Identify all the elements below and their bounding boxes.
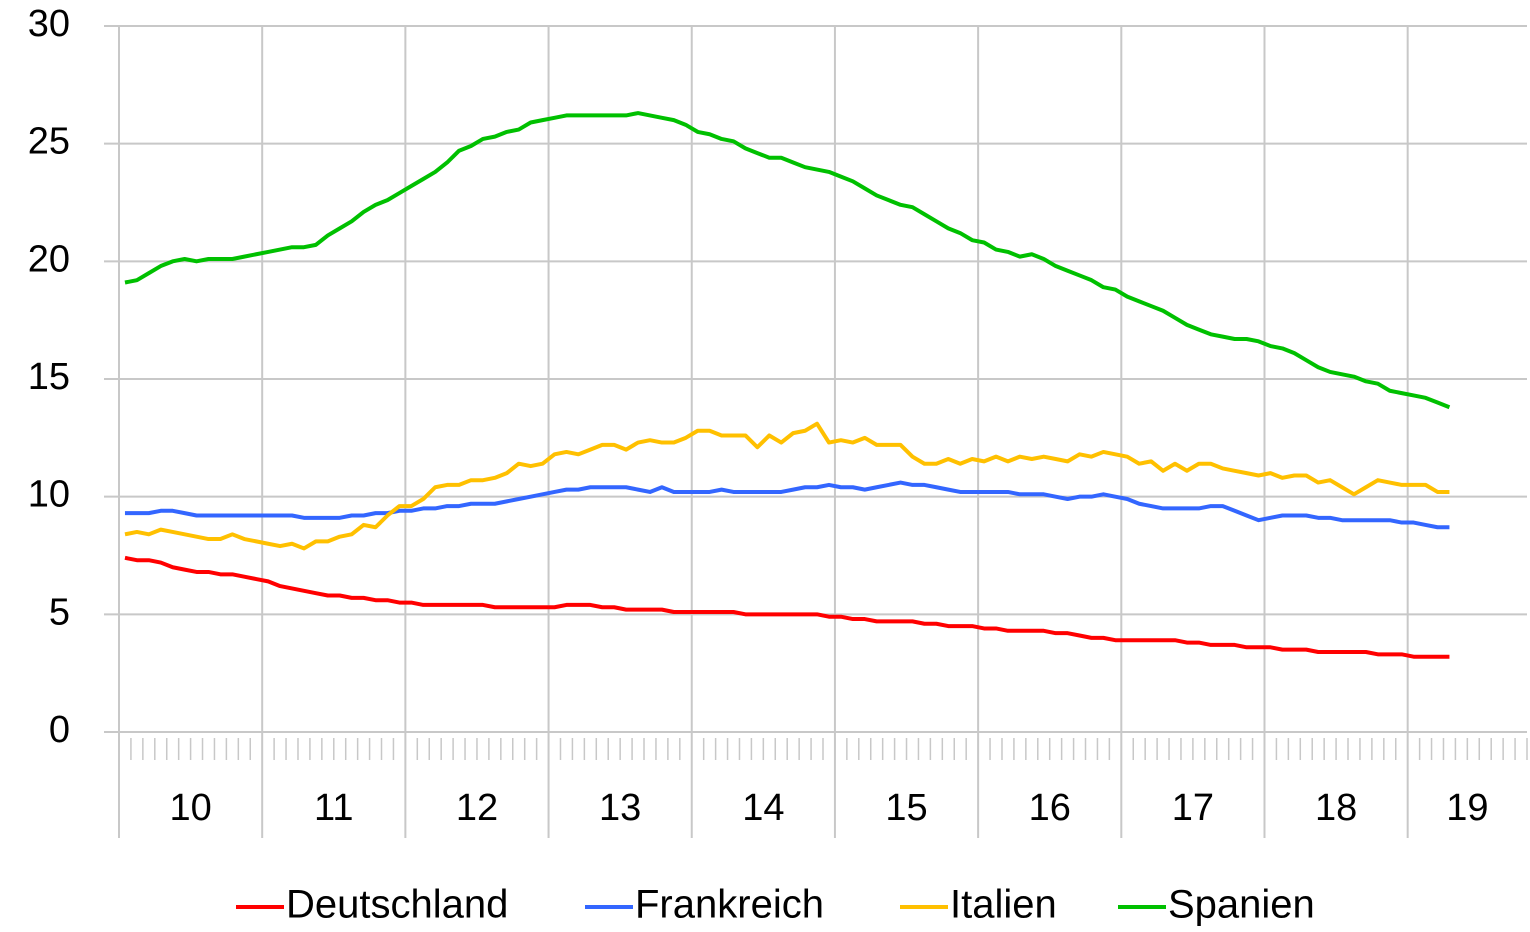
legend-label: Frankreich — [635, 883, 824, 927]
x-group-label: 14 — [742, 787, 784, 829]
x-group-label: 12 — [456, 787, 498, 829]
legend-label: Italien — [950, 883, 1057, 927]
x-group-label: 11 — [314, 787, 353, 829]
series-line — [124, 480, 1450, 530]
x-group-label: 18 — [1315, 787, 1357, 829]
series-line — [124, 111, 1451, 410]
y-tick-label: 15 — [28, 356, 70, 398]
x-group-label: 15 — [885, 787, 927, 829]
x-group-label: 19 — [1446, 787, 1488, 829]
legend-label: Spanien — [1168, 883, 1315, 927]
legend-label: Deutschland — [286, 883, 508, 927]
x-group-label: 17 — [1172, 787, 1214, 829]
y-tick-label: 25 — [28, 121, 70, 163]
x-group-label: 16 — [1029, 787, 1071, 829]
y-tick-label: 5 — [49, 591, 70, 633]
y-tick-label: 30 — [28, 3, 70, 45]
y-tick-label: 20 — [28, 238, 70, 280]
x-group-label: 10 — [169, 787, 211, 829]
y-tick-label: 10 — [28, 474, 70, 516]
series-line — [124, 421, 1450, 551]
y-tick-label: 0 — [49, 709, 70, 751]
x-group-label: 13 — [599, 787, 641, 829]
series-line — [124, 555, 1450, 659]
